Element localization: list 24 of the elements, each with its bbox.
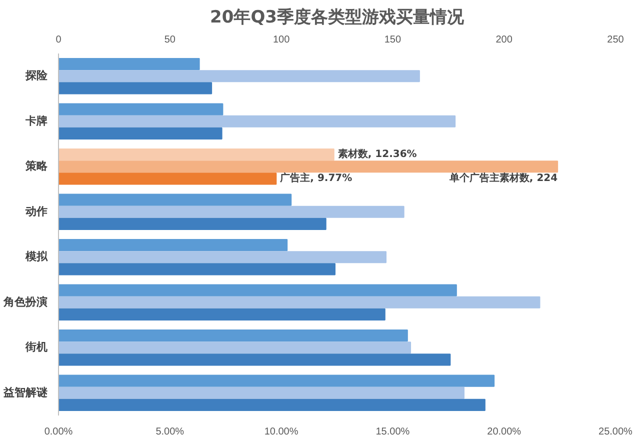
x2-tick-label: 250 bbox=[607, 34, 624, 46]
x-tick-label: 0.00% bbox=[44, 426, 73, 438]
text: 单个广告主素材数, 224 bbox=[449, 173, 558, 184]
x2-tick-label: 200 bbox=[496, 34, 513, 46]
x-tick-label: 10.00% bbox=[264, 426, 298, 438]
y-tick-label: 动作 bbox=[24, 204, 48, 218]
x-tick-label: 15.00% bbox=[376, 426, 410, 438]
x-tick-label: 5.00% bbox=[156, 426, 184, 438]
y-tick-label: 卡牌 bbox=[24, 114, 48, 128]
y-tick-label: 策略 bbox=[24, 160, 48, 173]
x-tick-label: 25.00% bbox=[598, 426, 633, 438]
y-tick-label: 街机 bbox=[24, 340, 48, 354]
y-tick-label: 模拟 bbox=[24, 250, 48, 264]
y-tick-label: 探险 bbox=[24, 69, 48, 82]
x-tick-label: 20.00% bbox=[487, 426, 522, 438]
y-tick-label: 益智解谜 bbox=[2, 386, 48, 399]
x2-tick-label: 50 bbox=[164, 34, 176, 46]
x2-tick-label: 150 bbox=[384, 34, 402, 46]
x2-tick-label: 100 bbox=[272, 34, 290, 46]
chart-title: 20年Q3季度各类型游戏买量情况 bbox=[210, 8, 465, 28]
x2-tick-label: 0 bbox=[56, 34, 62, 46]
text: 广告主, 9.77% bbox=[280, 173, 352, 184]
y-tick-label: 角色扮演 bbox=[2, 295, 48, 308]
text: 素材数, 12.36% bbox=[338, 149, 417, 160]
